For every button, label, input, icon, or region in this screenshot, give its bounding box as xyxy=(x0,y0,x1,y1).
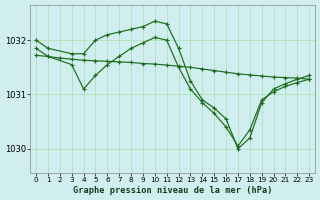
X-axis label: Graphe pression niveau de la mer (hPa): Graphe pression niveau de la mer (hPa) xyxy=(73,186,272,195)
